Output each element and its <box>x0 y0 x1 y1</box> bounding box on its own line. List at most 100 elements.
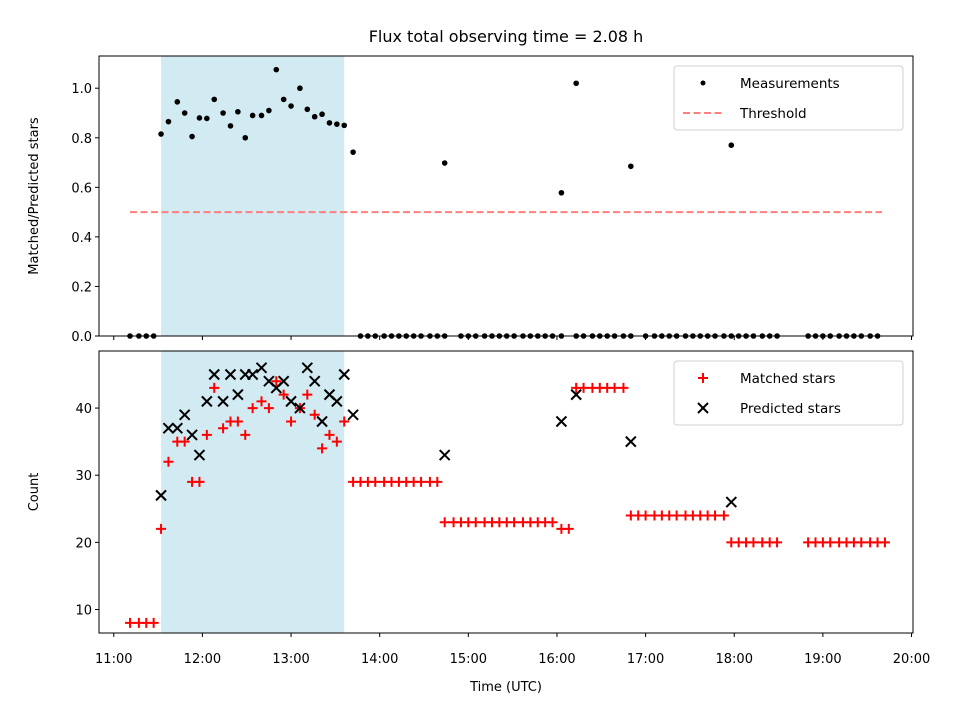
predicted-point <box>316 415 328 428</box>
y-tick-label: 30 <box>75 469 92 484</box>
y-tick-label: 0.2 <box>71 280 92 295</box>
highlight-span <box>161 56 345 336</box>
y-tick-label: 0.0 <box>71 330 92 345</box>
measurement-point <box>319 111 325 118</box>
matched-point <box>331 436 342 447</box>
matched-point <box>879 537 890 548</box>
measurement-point <box>158 131 164 137</box>
measurement-point <box>558 189 565 196</box>
matched-point <box>271 376 282 387</box>
matched-point <box>718 510 729 521</box>
x-tick-label: 19:00 <box>804 652 841 667</box>
predicted-point <box>301 362 314 374</box>
predicted-point <box>255 362 268 374</box>
legend-marker-matched <box>698 373 708 383</box>
measurement-point <box>227 123 234 129</box>
count-panel: Count 10 20 30 40 11:00 12:00 13:00 14:00 15:00 1… <box>27 350 930 667</box>
measurement-point <box>311 113 318 120</box>
legend-label: Threshold <box>739 106 807 122</box>
matched-point <box>439 517 450 528</box>
matched-point <box>309 409 320 420</box>
matched-point <box>302 389 313 400</box>
matched-point <box>247 403 258 414</box>
chart-title: Flux total observing time = 2.08 h <box>369 27 644 46</box>
y-tick-label: 40 <box>75 402 92 417</box>
measurement-point <box>273 66 280 73</box>
matched-point <box>209 382 220 393</box>
predicted-point <box>186 429 198 441</box>
predicted-point <box>193 449 206 461</box>
x-tick-label: 15:00 <box>450 652 487 667</box>
measurement-point <box>249 112 256 119</box>
legend-label: Measurements <box>740 76 840 92</box>
matched-point <box>339 416 350 427</box>
predicted-point <box>294 402 306 414</box>
matched-point <box>156 523 167 534</box>
measurement-point <box>174 99 181 105</box>
measurement-point <box>334 121 340 127</box>
x-tick-label: 12:00 <box>184 652 221 667</box>
predicted-point <box>246 368 259 381</box>
x-tick-label: 14:00 <box>361 652 398 667</box>
measurement-point <box>181 110 188 116</box>
matched-point <box>547 517 558 528</box>
legend-label: Matched stars <box>740 371 836 387</box>
highlight-span <box>161 351 345 633</box>
matched-point <box>125 617 136 628</box>
matched-point <box>710 510 721 521</box>
predicted-point <box>201 395 213 408</box>
predicted-point <box>308 375 321 387</box>
predicted-point <box>438 449 451 461</box>
measurement-point <box>258 112 265 119</box>
predicted-point <box>347 409 359 421</box>
matched-point <box>324 429 335 440</box>
predicted-point <box>285 395 297 408</box>
matched-point <box>748 537 759 548</box>
predicted-point <box>224 368 237 381</box>
measurement-point <box>204 115 210 122</box>
ratio-panel: Matched/Predicted stars 0.0 0.2 0.4 0.6 0.8 1… <box>27 55 914 345</box>
y-tick-label: 0.6 <box>71 181 92 196</box>
matched-point <box>470 517 481 528</box>
y-tick-label: 10 <box>75 604 92 619</box>
predicted-point <box>232 388 244 401</box>
y-axis-label-count: Count <box>27 473 42 512</box>
matched-point <box>232 416 243 427</box>
x-tick-label: 16:00 <box>538 652 575 667</box>
predicted-point <box>555 415 568 428</box>
matched-point <box>179 436 190 447</box>
matched-point <box>148 617 159 628</box>
matched-point <box>578 382 589 393</box>
matched-point <box>218 423 229 434</box>
predicted-point <box>625 435 637 448</box>
matched-point <box>563 523 574 534</box>
predicted-point <box>208 368 220 381</box>
measurement-point <box>341 122 348 129</box>
predicted-point <box>725 496 737 508</box>
predicted-point <box>570 388 582 401</box>
measurement-point <box>242 134 249 141</box>
matched-point <box>618 382 629 393</box>
predicted-point <box>338 368 350 381</box>
measurement-point <box>728 142 735 149</box>
y-axis-label-ratio: Matched/Predicted stars <box>27 117 42 275</box>
axes-frame <box>98 350 914 634</box>
measurement-point <box>573 80 579 87</box>
matched-point <box>201 429 212 440</box>
matched-point <box>509 517 520 528</box>
legend-label: Predicted stars <box>740 401 841 417</box>
matched-point <box>256 396 267 407</box>
predicted-point <box>162 422 175 434</box>
measurement-point <box>220 110 226 116</box>
matched-point <box>278 389 289 400</box>
measurement-point <box>211 96 218 103</box>
matched-point <box>317 443 328 454</box>
measurement-point <box>297 85 303 92</box>
predicted-point <box>178 409 191 421</box>
measurement-point <box>280 96 287 103</box>
matched-point <box>671 510 682 521</box>
x-tick-label: 17:00 <box>627 652 664 667</box>
y-tick-label: 0.8 <box>71 132 92 147</box>
y-tick-label: 20 <box>75 536 92 551</box>
